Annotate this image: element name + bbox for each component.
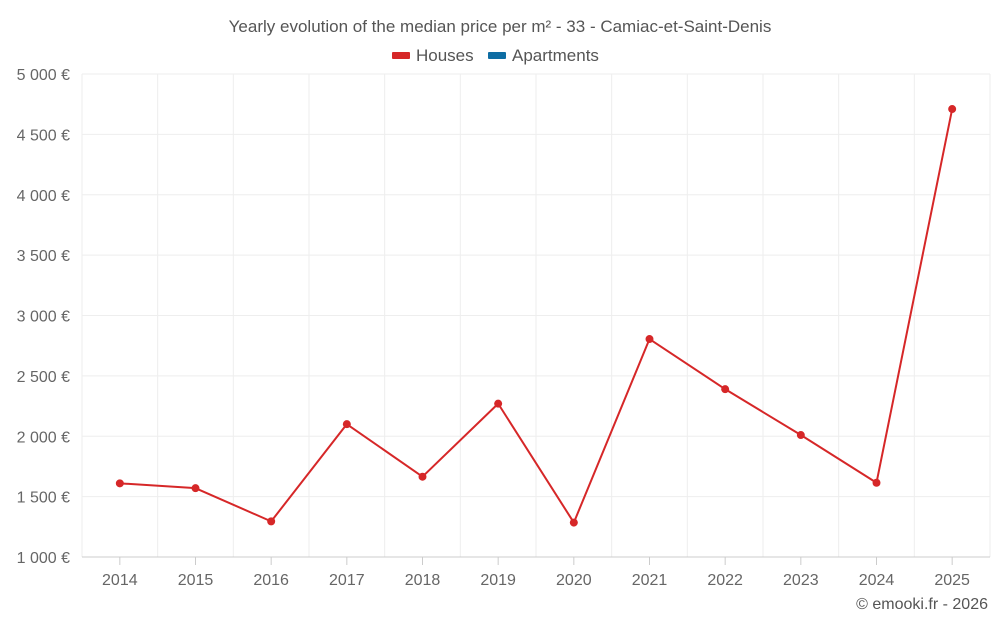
data-point[interactable]: [267, 517, 276, 526]
data-point[interactable]: [115, 479, 124, 488]
legend-item-houses[interactable]: Houses: [392, 46, 474, 65]
y-tick-label: 5 000 €: [17, 67, 70, 84]
x-tick-label: 2016: [253, 572, 289, 589]
gridlines: [81, 73, 991, 557]
legend-swatch-houses: [392, 52, 410, 59]
x-tick-label: 2025: [934, 572, 970, 589]
y-tick-label: 1 000 €: [17, 550, 70, 567]
data-point[interactable]: [569, 518, 578, 527]
data-point[interactable]: [796, 431, 805, 440]
x-tick-label: 2019: [480, 572, 516, 589]
x-tick-label: 2024: [859, 572, 895, 589]
series-line-houses: [119, 108, 954, 524]
x-tick-label: 2014: [102, 572, 138, 589]
data-point[interactable]: [418, 472, 427, 481]
y-tick-label: 2 000 €: [17, 429, 70, 446]
legend-swatch-apartments: [488, 52, 506, 59]
y-axis: 1 000 € 1 500 € 2 000 € 2 500 € 3 000 € 3 500…: [17, 67, 70, 567]
y-tick-label: 4 500 €: [17, 127, 70, 144]
data-point[interactable]: [191, 484, 200, 493]
legend-label-apartments: Apartments: [512, 46, 599, 65]
data-point[interactable]: [494, 399, 503, 408]
legend: Houses Apartments: [392, 46, 599, 65]
y-tick-label: 2 500 €: [17, 369, 70, 386]
x-tick-label: 2020: [556, 572, 592, 589]
credit-text: © emooki.fr - 2026: [856, 596, 988, 613]
legend-item-apartments[interactable]: Apartments: [488, 46, 599, 65]
x-tick-label: 2021: [632, 572, 668, 589]
data-point[interactable]: [645, 335, 654, 344]
y-tick-label: 3 500 €: [17, 248, 70, 265]
y-tick-label: 1 500 €: [17, 490, 70, 507]
x-tick-label: 2018: [405, 572, 441, 589]
x-tick-label: 2015: [178, 572, 214, 589]
x-tick-label: 2022: [707, 572, 743, 589]
legend-label-houses: Houses: [416, 46, 474, 65]
data-point[interactable]: [342, 420, 351, 429]
x-tick-label: 2023: [783, 572, 819, 589]
x-axis: 2014 2015 2016 2017 2018 2019 2020 2021 2022 2023…: [82, 556, 990, 589]
data-point[interactable]: [872, 478, 881, 487]
chart-title: Yearly evolution of the median price per…: [229, 17, 772, 36]
data-point[interactable]: [721, 385, 730, 394]
y-tick-label: 4 000 €: [17, 188, 70, 205]
x-tick-label: 2017: [329, 572, 365, 589]
series-houses: [115, 105, 957, 527]
data-point[interactable]: [948, 105, 957, 114]
y-tick-label: 3 000 €: [17, 309, 70, 326]
